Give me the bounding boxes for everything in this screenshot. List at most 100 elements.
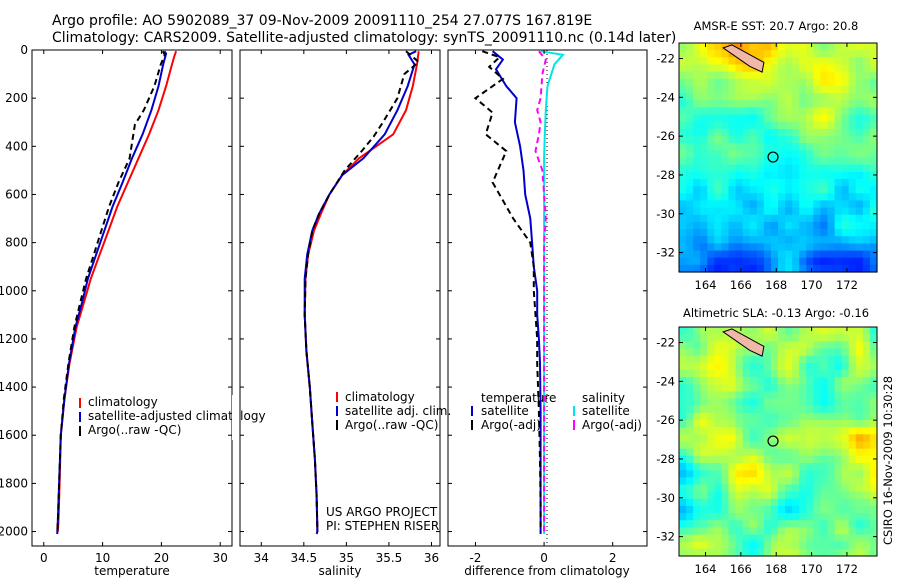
heatmap-cell bbox=[756, 527, 765, 536]
heatmap-cell bbox=[869, 71, 878, 80]
heatmap-cell bbox=[721, 128, 730, 137]
ytick-label: 1600 bbox=[0, 428, 28, 442]
heatmap-cell bbox=[770, 341, 779, 350]
heatmap-cell bbox=[700, 243, 708, 252]
heatmap-cell bbox=[728, 264, 737, 273]
heatmap-cell bbox=[820, 229, 829, 237]
heatmap-cell bbox=[827, 250, 836, 259]
heatmap-cell bbox=[869, 200, 878, 209]
heatmap-cell bbox=[770, 64, 779, 73]
xtick-label: 0 bbox=[540, 551, 548, 565]
heatmap-cell bbox=[792, 548, 800, 557]
map-xtick-label: 172 bbox=[836, 562, 858, 576]
heatmap-cell bbox=[707, 200, 715, 209]
heatmap-cell bbox=[714, 455, 723, 464]
heatmap-cell bbox=[742, 64, 751, 73]
heatmap-cell bbox=[770, 257, 779, 266]
heatmap-cell bbox=[834, 121, 843, 130]
heatmap-cell bbox=[700, 100, 708, 109]
heatmap-cell bbox=[820, 186, 829, 194]
heatmap-cell bbox=[869, 498, 878, 507]
heatmap-cell bbox=[693, 207, 701, 216]
heatmap-cell bbox=[707, 121, 715, 130]
heatmap-cell bbox=[700, 412, 708, 421]
heatmap-cell bbox=[813, 171, 822, 180]
heatmap-cell bbox=[841, 470, 850, 478]
heatmap-cell bbox=[721, 470, 730, 478]
map-xtick-label: 164 bbox=[695, 562, 717, 576]
ytick-label: 1800 bbox=[0, 476, 28, 490]
heatmap-cell bbox=[792, 64, 800, 73]
heatmap-cell bbox=[848, 477, 857, 486]
heatmap-cell bbox=[813, 362, 822, 371]
heatmap-cell bbox=[763, 541, 772, 550]
heatmap-cell bbox=[707, 207, 715, 216]
heatmap-cell bbox=[869, 243, 878, 252]
heatmap-cell bbox=[693, 200, 701, 209]
heatmap-cell bbox=[714, 164, 723, 173]
heatmap-cell bbox=[707, 178, 715, 187]
heatmap-cell bbox=[820, 427, 829, 435]
heatmap-cell bbox=[721, 257, 730, 266]
heatmap-cell bbox=[721, 85, 730, 94]
heatmap-cell bbox=[799, 178, 807, 187]
heatmap-cell bbox=[785, 221, 793, 230]
heatmap-cell bbox=[785, 214, 793, 223]
heatmap-cell bbox=[728, 470, 737, 478]
heatmap-cell bbox=[763, 534, 772, 543]
heatmap-cell bbox=[841, 214, 850, 223]
heatmap-cell bbox=[770, 121, 779, 130]
heatmap-cell bbox=[862, 186, 871, 194]
heatmap-cell bbox=[855, 513, 864, 521]
heatmap-cell bbox=[721, 420, 730, 428]
heatmap-cell bbox=[742, 513, 751, 521]
heatmap-cell bbox=[763, 114, 772, 123]
heatmap-cell bbox=[869, 513, 878, 521]
heatmap-cell bbox=[848, 214, 857, 223]
heatmap-cell bbox=[700, 369, 708, 378]
heatmap-cell bbox=[813, 541, 822, 550]
heatmap-cell bbox=[707, 384, 715, 393]
heatmap-cell bbox=[735, 114, 744, 123]
heatmap-cell bbox=[721, 229, 730, 237]
heatmap-cell bbox=[707, 214, 715, 223]
heatmap-cell bbox=[700, 93, 708, 101]
heatmap-cell bbox=[770, 491, 779, 500]
csiro-timestamp: CSIRO 16-Nov-2009 10:30:28 bbox=[881, 376, 895, 545]
heatmap-cell bbox=[749, 78, 758, 87]
heatmap-cell bbox=[770, 541, 779, 550]
heatmap-cell bbox=[679, 71, 687, 80]
heatmap-cell bbox=[714, 412, 723, 421]
heatmap-cell bbox=[728, 128, 737, 137]
heatmap-cell bbox=[756, 214, 765, 223]
heatmap-cell bbox=[749, 377, 758, 385]
heatmap-cell bbox=[855, 200, 864, 209]
heatmap-cell bbox=[742, 229, 751, 237]
heatmap-cell bbox=[749, 236, 758, 244]
heatmap-cell bbox=[813, 384, 822, 393]
heatmap-cell bbox=[693, 229, 701, 237]
heatmap-cell bbox=[785, 164, 793, 173]
heatmap-cell bbox=[855, 143, 864, 151]
heatmap-cell bbox=[756, 229, 765, 237]
heatmap-cell bbox=[700, 57, 708, 66]
heatmap-cell bbox=[721, 348, 730, 357]
heatmap-cell bbox=[841, 398, 850, 407]
heatmap-cell bbox=[799, 377, 807, 385]
heatmap-cell bbox=[806, 264, 814, 273]
heatmap-cell bbox=[707, 541, 715, 550]
sla-map-panel: Altimetric SLA: -0.13 Argo: -0.16 164 166… bbox=[656, 306, 878, 576]
heatmap-cell bbox=[827, 520, 836, 528]
heatmap-cell bbox=[707, 462, 715, 471]
heatmap-cell bbox=[686, 420, 694, 428]
heatmap-cell bbox=[749, 164, 758, 173]
heatmap-cell bbox=[806, 121, 814, 130]
heatmap-cell bbox=[721, 78, 730, 87]
heatmap-cell bbox=[848, 341, 857, 350]
heatmap-cell bbox=[848, 398, 857, 407]
heatmap-cell bbox=[792, 484, 800, 493]
heatmap-cell bbox=[679, 64, 687, 73]
heatmap-cell bbox=[749, 250, 758, 259]
heatmap-cell bbox=[735, 470, 744, 478]
heatmap-cell bbox=[841, 441, 850, 450]
